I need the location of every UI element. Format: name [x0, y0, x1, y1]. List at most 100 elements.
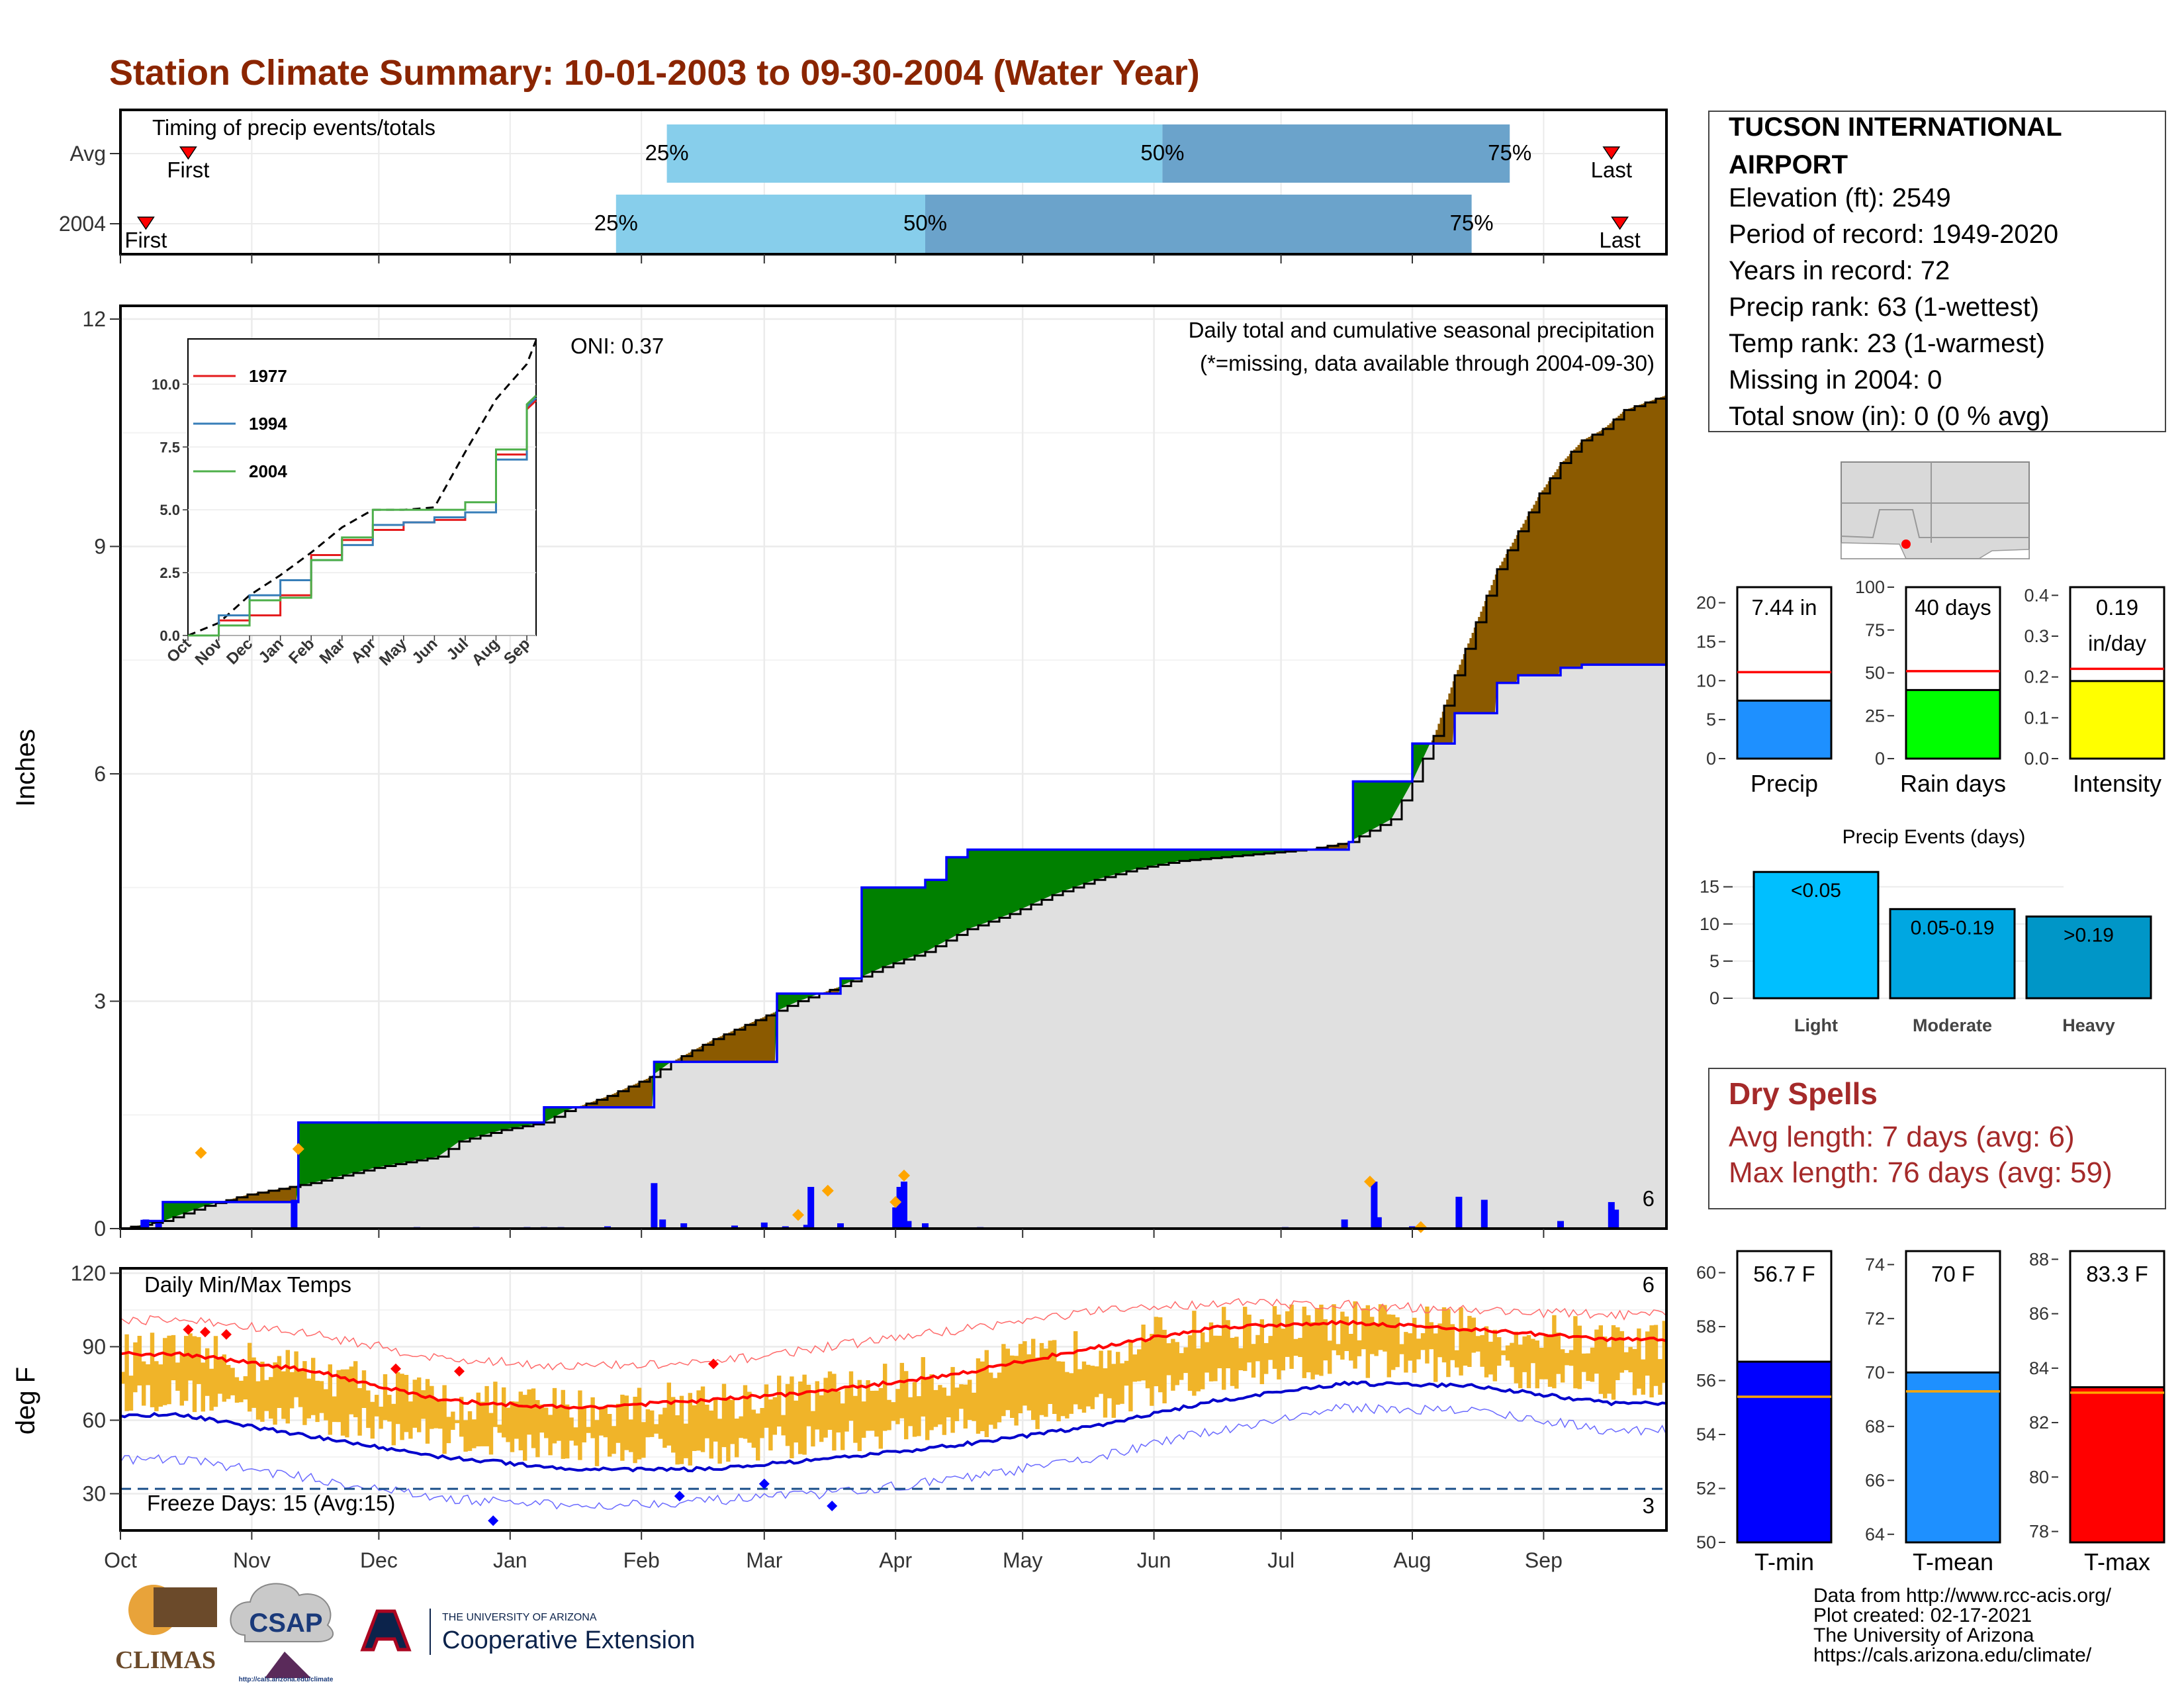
ua-logo-small-text: THE UNIVERSITY OF ARIZONA: [442, 1612, 597, 1623]
precip-actual-fill: [120, 665, 1666, 1229]
locator-map: [1841, 461, 2030, 559]
dry-spells-title: Dry Spells: [1729, 1076, 1878, 1111]
dry-spells-max: Max length: 76 days (avg: 59): [1729, 1156, 2113, 1189]
dry-spells-box: [1708, 1068, 2166, 1209]
precip-avg-line: [120, 395, 1668, 1230]
precip-event-range: >0.19: [2064, 925, 2114, 947]
timing-panel-border: [119, 109, 1668, 256]
temp-bar-value-text: 70 F: [1931, 1262, 1975, 1286]
timing-p25-label: 25%: [645, 140, 689, 165]
mini-bar-value: [1905, 688, 2001, 760]
month-x-tick-label: Nov: [233, 1548, 271, 1572]
temp-y-tick-label: 30: [82, 1481, 106, 1505]
temp-bar-y-tick-label: 84: [2029, 1358, 2049, 1378]
timing-first-marker: [179, 146, 197, 160]
precip-y-tick-label: 12: [82, 307, 106, 331]
timing-row-label: Avg: [69, 142, 106, 165]
timing-first-label: First: [124, 228, 167, 252]
temp-y-tick-label: 120: [71, 1261, 106, 1285]
precip-y-tick-label: 6: [94, 762, 106, 786]
precip-missing-marker: [792, 1209, 804, 1221]
temp-bar-y-tick-label: 74: [1865, 1254, 1885, 1274]
timing-p25-label: 25%: [594, 211, 638, 235]
timing-last-label: Last: [1599, 228, 1640, 252]
precip-surplus-band: [139, 743, 1430, 1229]
inset-series-line: [188, 395, 537, 637]
csap-logo-mountain: [265, 1652, 311, 1678]
climas-logo-text: CLIMAS: [115, 1646, 216, 1674]
precip-missing-marker: [195, 1147, 207, 1159]
ua-logo-a: [360, 1609, 412, 1652]
inset-y-tick-label: 10.0: [152, 376, 180, 393]
mini-bar-label: Rain days: [1900, 770, 2006, 797]
precip-daily-bar: [1455, 1196, 1463, 1229]
precip-daily-bar: [1612, 1209, 1619, 1229]
precip-daily-bar: [142, 1219, 150, 1229]
mini-bar-y-tick-label: 10: [1696, 671, 1716, 690]
oni-label: ONI: 0.37: [570, 334, 664, 358]
station-info-line: Total snow (in): 0 (0 % avg): [1729, 402, 2050, 431]
temp-high-count: 6: [1643, 1272, 1655, 1297]
month-x-tick-label: Jun: [1137, 1548, 1171, 1572]
precip-events-title: Precip Events (days): [1843, 826, 2026, 848]
inset-y-tick-label: 0.0: [159, 628, 180, 644]
station-info-box: [1708, 111, 2166, 432]
footer-line: Plot created: 02-17-2021: [1813, 1605, 2032, 1626]
temp-record-high-marker: [708, 1358, 719, 1370]
mini-bar-value-text: 40 days: [1915, 595, 1991, 620]
precip-y-axis-label: Inches: [11, 729, 40, 807]
month-x-tick-label: Apr: [879, 1548, 912, 1572]
temp-bar-value: [1905, 1371, 2001, 1544]
mini-bar-y-tick-label: 0.2: [2024, 667, 2049, 687]
precip-daily-bar: [1341, 1219, 1348, 1229]
precip-event-bar: [2025, 915, 2152, 1000]
precip-missing-marker: [889, 1196, 902, 1208]
inset-legend-label: 2004: [249, 461, 287, 481]
temp-bar-y-tick-label: 64: [1865, 1524, 1885, 1544]
precip-annotation-title: Daily total and cumulative seasonal prec…: [1189, 318, 1655, 342]
mini-bar-y-tick-label: 100: [1855, 577, 1885, 597]
temp-bar-y-tick-label: 58: [1696, 1317, 1716, 1336]
precip-event-label: Light: [1794, 1015, 1838, 1035]
dry-spells-avg: Avg length: 7 days (avg: 6): [1729, 1121, 2075, 1153]
timing-title: Timing of precip events/totals: [152, 115, 435, 140]
mini-bar-y-tick-label: 0.0: [2024, 749, 2049, 769]
temp-bar-y-tick-label: 88: [2029, 1249, 2049, 1269]
temp-bar-value: [2069, 1386, 2165, 1544]
precip-daily-bar: [1371, 1182, 1378, 1229]
month-x-tick-label: Dec: [360, 1548, 398, 1572]
timing-row-label: 2004: [59, 212, 106, 236]
precip-daily-bar: [837, 1223, 844, 1229]
inset-y-tick-label: 2.5: [159, 565, 180, 581]
timing-bar-25-50: [666, 124, 1163, 183]
temp-daily-bars: [120, 1301, 1666, 1466]
precip-daily-bar: [680, 1223, 688, 1229]
temp-bar-y-tick-label: 80: [2029, 1467, 2049, 1487]
timing-p50-label: 50%: [1140, 140, 1184, 165]
mini-bar-y-tick-label: 25: [1865, 706, 1885, 726]
footer-line: The University of Arizona: [1813, 1624, 2034, 1646]
mini-bar-value-text2: in/day: [2088, 631, 2147, 655]
mini-bar-value-text: 7.44 in: [1751, 595, 1817, 620]
temp-panel-border: [119, 1267, 1668, 1532]
precip-daily-bar: [651, 1183, 658, 1229]
station-name-line1: TUCSON INTERNATIONAL: [1729, 113, 2062, 142]
month-x-tick-label: Mar: [746, 1548, 782, 1572]
precip-daily-bar: [659, 1219, 666, 1229]
station-info-line: Precip rank: 63 (1-wettest): [1729, 293, 2039, 322]
month-x-tick-label: May: [1003, 1548, 1042, 1572]
timing-bar-50-75: [925, 195, 1472, 253]
mini-bar-y-tick-label: 0.3: [2024, 626, 2049, 646]
mini-bar-y-tick-label: 20: [1696, 593, 1716, 613]
precip-daily-bar: [1375, 1217, 1382, 1229]
precip-y-tick-label: 9: [94, 535, 106, 559]
locator-map-mexico: [1841, 542, 2030, 559]
temp-record-low-marker: [674, 1491, 685, 1502]
station-info-line: Missing in 2004: 0: [1729, 365, 1942, 395]
temp-bar-value-text: 56.7 F: [1753, 1262, 1815, 1286]
temp-y-tick-label: 90: [82, 1335, 106, 1358]
precip-events-y-tick-label: 10: [1700, 914, 1719, 934]
precip-actual-line: [120, 663, 1666, 1230]
temp-avg-max-line: [120, 1319, 1667, 1410]
precip-missing-marker: [898, 1169, 910, 1182]
